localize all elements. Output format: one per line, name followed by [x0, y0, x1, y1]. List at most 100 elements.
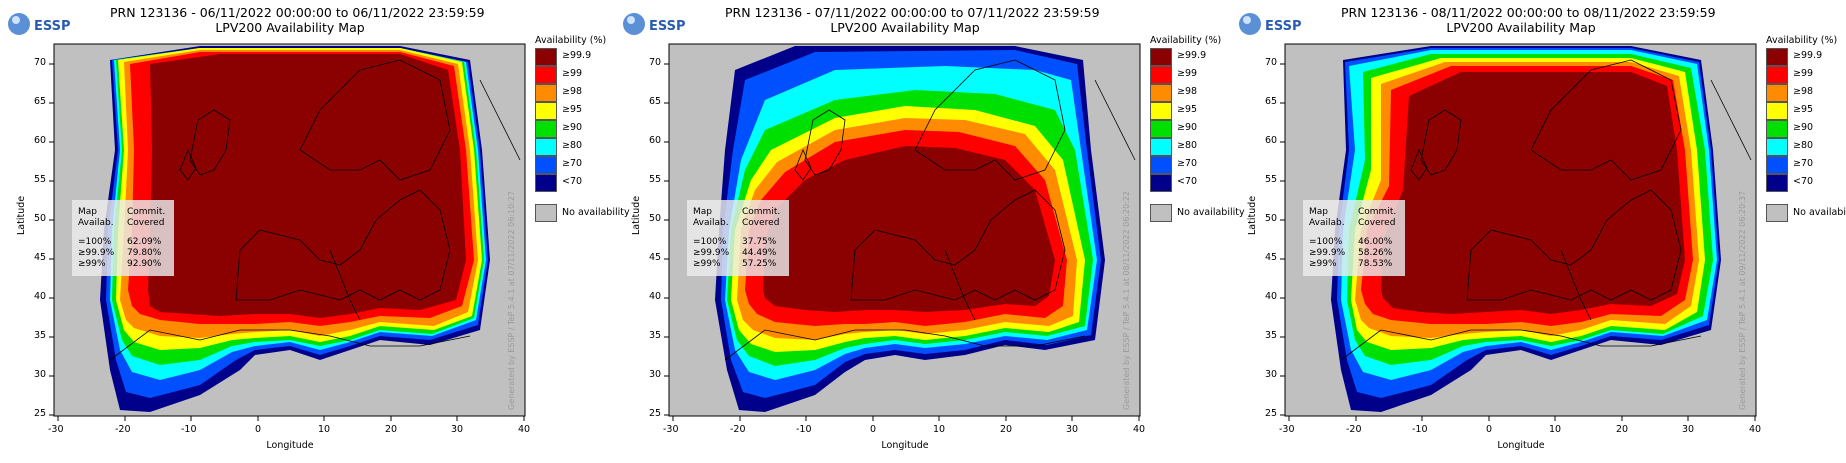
y-tick: 25 [34, 408, 47, 419]
stats-row-label: ≥99% [693, 259, 721, 269]
logo-text: ESSP [1265, 19, 1302, 34]
x-tick: 20 [385, 424, 398, 435]
map-title: PRN 123136 - 08/11/2022 00:00:00 to 08/1… [1341, 5, 1716, 35]
y-tick: 70 [1265, 57, 1278, 68]
legend-item: ≥95 [535, 102, 615, 120]
x-tick: 0 [255, 424, 262, 435]
x-tick: -10 [1412, 424, 1428, 435]
map-title: PRN 123136 - 06/11/2022 00:00:00 to 06/1… [110, 5, 485, 35]
legend-item: ≥98 [1150, 84, 1230, 102]
legend-item: ≥70 [1766, 156, 1846, 174]
legend-item: ≥80 [1766, 138, 1846, 156]
map-panel-2: ESSP PRN 123136 - 07/11/2022 00:00:00 to… [615, 0, 1245, 463]
x-axis-label: Longitude [266, 440, 314, 451]
legend-title: Availability (%) [535, 35, 607, 46]
x-tick: 0 [1486, 424, 1493, 435]
x-tick: 30 [1066, 424, 1079, 435]
x-tick: -20 [115, 424, 131, 435]
title-line-1: PRN 123136 - 07/11/2022 00:00:00 to 07/1… [725, 5, 1100, 20]
stats-header: Commit. [1358, 207, 1397, 217]
stats-header: Covered [1358, 218, 1396, 228]
y-axis-label: Latitude [1247, 195, 1258, 235]
y-tick: 30 [649, 369, 662, 380]
y-tick: 55 [1265, 174, 1278, 185]
stats-header: Covered [742, 218, 780, 228]
x-tick: -30 [663, 424, 679, 435]
legend-title: Availability (%) [1766, 35, 1838, 46]
stats-row-label: ≥99.9% [78, 248, 115, 258]
stats-box: Map Availab. Commit. Covered =100% ≥99.9% ≥9… [687, 200, 789, 276]
x-tick: -10 [181, 424, 197, 435]
title-line-1: PRN 123136 - 06/11/2022 00:00:00 to 06/1… [110, 5, 485, 20]
stats-covered-value: 57.25% [742, 259, 777, 269]
essp-logo: ESSP [6, 10, 90, 38]
x-tick: -30 [1279, 424, 1295, 435]
map-panel-3: ESSP PRN 123136 - 08/11/2022 00:00:00 to… [1231, 0, 1846, 463]
generated-note: Generated by ESSP / TeP 5.4.1 at 07/11/2… [507, 190, 516, 410]
stats-row-label: =100% [1309, 237, 1343, 247]
stats-header: Commit. [127, 207, 166, 217]
legend-item: ≥90 [535, 120, 615, 138]
logo-text: ESSP [649, 19, 686, 34]
stats-covered-value: 58.26% [1358, 248, 1393, 258]
stats-header: Availab. [78, 218, 114, 228]
stats-row-label: ≥99% [1309, 259, 1337, 269]
title-line-1: PRN 123136 - 08/11/2022 00:00:00 to 08/1… [1341, 5, 1716, 20]
y-tick: 55 [34, 174, 47, 185]
x-tick: 20 [1616, 424, 1629, 435]
legend-item: ≥99.9 [535, 48, 615, 66]
stats-row-label: ≥99% [78, 259, 106, 269]
stats-row-label: =100% [78, 237, 112, 247]
essp-logo: ESSP [1237, 10, 1321, 38]
logo-text: ESSP [34, 19, 71, 34]
y-tick: 25 [649, 408, 662, 419]
stats-header: Map [693, 207, 712, 217]
legend-item: ≥98 [1766, 84, 1846, 102]
y-tick: 45 [1265, 252, 1278, 263]
legend-item: ≥98 [535, 84, 615, 102]
stats-header: Map [78, 207, 97, 217]
legend-item: ≥99.9 [1150, 48, 1230, 66]
x-tick: 30 [451, 424, 464, 435]
stats-box: Map Availab. Commit. Covered =100% ≥99.9% ≥9… [72, 200, 174, 276]
legend-no-availability: No availability [1766, 204, 1846, 222]
title-line-2: LPV200 Availability Map [830, 20, 980, 35]
legend-item: ≥99.9 [1766, 48, 1846, 66]
stats-header: Availab. [1309, 218, 1345, 228]
stats-covered-value: 37.75% [742, 237, 777, 247]
legend-item: ≥80 [1150, 138, 1230, 156]
y-tick: 30 [34, 369, 47, 380]
legend-title: Availability (%) [1150, 35, 1222, 46]
generated-note: Generated by ESSP / TeP 5.4.1 at 09/11/2… [1738, 190, 1747, 410]
y-tick: 50 [34, 213, 47, 224]
y-tick: 60 [1265, 135, 1278, 146]
availability-map [49, 43, 526, 421]
legend-item: ≥90 [1766, 120, 1846, 138]
y-tick: 35 [34, 330, 47, 341]
y-tick: 45 [649, 252, 662, 263]
legend-item: ≥99 [1766, 66, 1846, 84]
x-tick: 20 [1000, 424, 1013, 435]
y-tick: 60 [649, 135, 662, 146]
y-axis-label: Latitude [16, 195, 27, 235]
generated-note: Generated by ESSP / TeP 5.4.1 at 08/11/2… [1122, 190, 1131, 410]
x-tick: 0 [870, 424, 877, 435]
y-tick: 65 [34, 96, 47, 107]
stats-box: Map Availab. Commit. Covered =100% ≥99.9% ≥9… [1303, 200, 1405, 276]
x-tick: 30 [1682, 424, 1695, 435]
title-line-2: LPV200 Availability Map [215, 20, 365, 35]
legend-item: <70 [535, 174, 615, 192]
y-tick: 40 [649, 291, 662, 302]
x-tick: 10 [318, 424, 331, 435]
x-tick: -10 [796, 424, 812, 435]
stats-row-label: ≥99.9% [1309, 248, 1346, 258]
x-tick: 10 [933, 424, 946, 435]
y-tick: 70 [649, 57, 662, 68]
y-axis-label: Latitude [631, 195, 642, 235]
y-tick: 40 [34, 291, 47, 302]
stats-covered-value: 92.90% [127, 259, 162, 269]
x-tick: -20 [1346, 424, 1362, 435]
stats-header: Covered [127, 218, 165, 228]
essp-logo: ESSP [621, 10, 705, 38]
legend-no-availability: No availability [1150, 204, 1245, 222]
